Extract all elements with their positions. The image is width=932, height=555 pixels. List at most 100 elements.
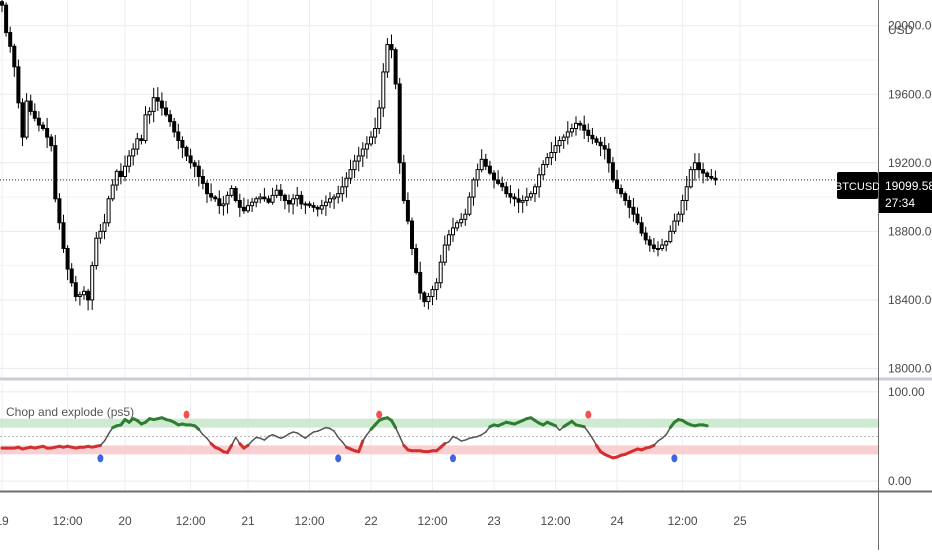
candle-body[interactable] bbox=[434, 282, 439, 291]
candle-body[interactable] bbox=[598, 141, 603, 147]
candle-body[interactable] bbox=[237, 199, 242, 208]
candle-body[interactable] bbox=[688, 169, 693, 188]
candle-body[interactable] bbox=[188, 155, 193, 164]
candle-body[interactable] bbox=[221, 203, 226, 207]
candle-body[interactable] bbox=[541, 164, 546, 176]
candle-body[interactable] bbox=[483, 158, 488, 167]
candle-body[interactable] bbox=[143, 114, 148, 142]
candle-body[interactable] bbox=[32, 110, 37, 119]
candle-body[interactable] bbox=[270, 194, 275, 203]
candle-body[interactable] bbox=[373, 128, 378, 138]
candle-body[interactable] bbox=[631, 206, 636, 215]
candle-body[interactable] bbox=[582, 124, 587, 131]
candle-body[interactable] bbox=[209, 193, 214, 198]
candle-body[interactable] bbox=[164, 107, 168, 116]
candle-body[interactable] bbox=[451, 227, 455, 236]
candle-body[interactable] bbox=[90, 265, 95, 301]
indicator-axis-ticks[interactable]: 100.00 0.00 bbox=[888, 385, 925, 488]
candle-body[interactable] bbox=[77, 294, 82, 297]
candle-body[interactable] bbox=[8, 32, 13, 47]
candle-body[interactable] bbox=[336, 193, 341, 198]
candle-body[interactable] bbox=[0, 1, 4, 6]
candle-body[interactable] bbox=[496, 179, 501, 184]
candle-body[interactable] bbox=[213, 196, 218, 200]
candle-body[interactable] bbox=[623, 193, 628, 201]
candle-body[interactable] bbox=[94, 237, 99, 267]
candle-body[interactable] bbox=[504, 186, 509, 195]
candle-body[interactable] bbox=[479, 158, 484, 171]
candle-body[interactable] bbox=[192, 162, 197, 167]
candle-body[interactable] bbox=[53, 145, 58, 200]
candle-body[interactable] bbox=[393, 49, 398, 85]
candle-body[interactable] bbox=[217, 198, 222, 207]
candle-body[interactable] bbox=[664, 241, 669, 246]
candle-body[interactable] bbox=[656, 247, 660, 250]
candle-body[interactable] bbox=[151, 97, 156, 112]
candle-body[interactable] bbox=[319, 205, 324, 210]
candle-body[interactable] bbox=[574, 122, 578, 130]
candle-body[interactable] bbox=[328, 198, 332, 203]
candle-body[interactable] bbox=[635, 213, 640, 224]
candle-body[interactable] bbox=[278, 189, 283, 196]
candle-body[interactable] bbox=[487, 165, 492, 174]
candle-body[interactable] bbox=[57, 198, 62, 224]
candle-body[interactable] bbox=[172, 121, 177, 133]
candle-body[interactable] bbox=[533, 186, 537, 195]
candle-body[interactable] bbox=[127, 155, 132, 167]
candle-body[interactable] bbox=[45, 128, 50, 138]
candle-body[interactable] bbox=[692, 162, 697, 171]
candle-body[interactable] bbox=[139, 138, 144, 142]
candle-body[interactable] bbox=[340, 186, 345, 195]
time-axis-ticks[interactable]: 19 12:00 20 12:00 21 12:00 22 12:00 23 12:00 24 12:… bbox=[0, 514, 747, 528]
candle-body[interactable] bbox=[615, 179, 619, 190]
candle-body[interactable] bbox=[389, 44, 394, 51]
candle-body[interactable] bbox=[545, 157, 550, 166]
candle-body[interactable] bbox=[24, 100, 29, 138]
candle-body[interactable] bbox=[348, 169, 353, 179]
candle-body[interactable] bbox=[69, 268, 74, 284]
candle-body[interactable] bbox=[610, 162, 615, 181]
candle-body[interactable] bbox=[155, 97, 160, 102]
candle-body[interactable] bbox=[282, 194, 287, 201]
candle-body[interactable] bbox=[344, 177, 349, 188]
candle-body[interactable] bbox=[159, 100, 164, 109]
candle-body[interactable] bbox=[12, 45, 17, 68]
candle-body[interactable] bbox=[184, 146, 189, 157]
candle-body[interactable] bbox=[176, 131, 181, 142]
candle-body[interactable] bbox=[20, 102, 25, 138]
candle-body[interactable] bbox=[41, 124, 45, 130]
candle-body[interactable] bbox=[647, 239, 652, 246]
candle-body[interactable] bbox=[291, 198, 296, 205]
candle-body[interactable] bbox=[241, 206, 246, 212]
indicator-title[interactable]: Chop and explode (ps5) bbox=[6, 405, 134, 419]
candle-body[interactable] bbox=[233, 188, 238, 201]
candle-body[interactable] bbox=[61, 222, 66, 249]
candle-body[interactable] bbox=[676, 213, 681, 222]
candle-body[interactable] bbox=[86, 290, 91, 301]
candle-body[interactable] bbox=[438, 261, 443, 284]
candle-body[interactable] bbox=[520, 199, 525, 203]
candle-body[interactable] bbox=[697, 162, 701, 171]
candle-body[interactable] bbox=[364, 143, 369, 150]
candle-body[interactable] bbox=[586, 129, 591, 136]
price-axis-ticks[interactable]: 20000.00 19600.00 19200.00 18800.00 18400.00… bbox=[888, 19, 932, 376]
candle-body[interactable] bbox=[118, 170, 123, 178]
candle-body[interactable] bbox=[360, 148, 365, 157]
candle-body[interactable] bbox=[229, 188, 234, 196]
candle-body[interactable] bbox=[73, 282, 78, 297]
candle-body[interactable] bbox=[619, 188, 624, 195]
candle-body[interactable] bbox=[307, 203, 312, 207]
candle-body[interactable] bbox=[16, 66, 21, 104]
candle-body[interactable] bbox=[578, 122, 583, 126]
candle-body[interactable] bbox=[492, 172, 496, 181]
candle-body[interactable] bbox=[660, 244, 665, 249]
candle-body[interactable] bbox=[709, 176, 714, 179]
candle-body[interactable] bbox=[455, 222, 460, 229]
candle-body[interactable] bbox=[36, 117, 41, 126]
candle-body[interactable] bbox=[299, 194, 304, 205]
candle-body[interactable] bbox=[528, 193, 533, 198]
candle-body[interactable] bbox=[467, 196, 472, 215]
candle-body[interactable] bbox=[627, 199, 632, 208]
candle-body[interactable] bbox=[303, 203, 308, 206]
